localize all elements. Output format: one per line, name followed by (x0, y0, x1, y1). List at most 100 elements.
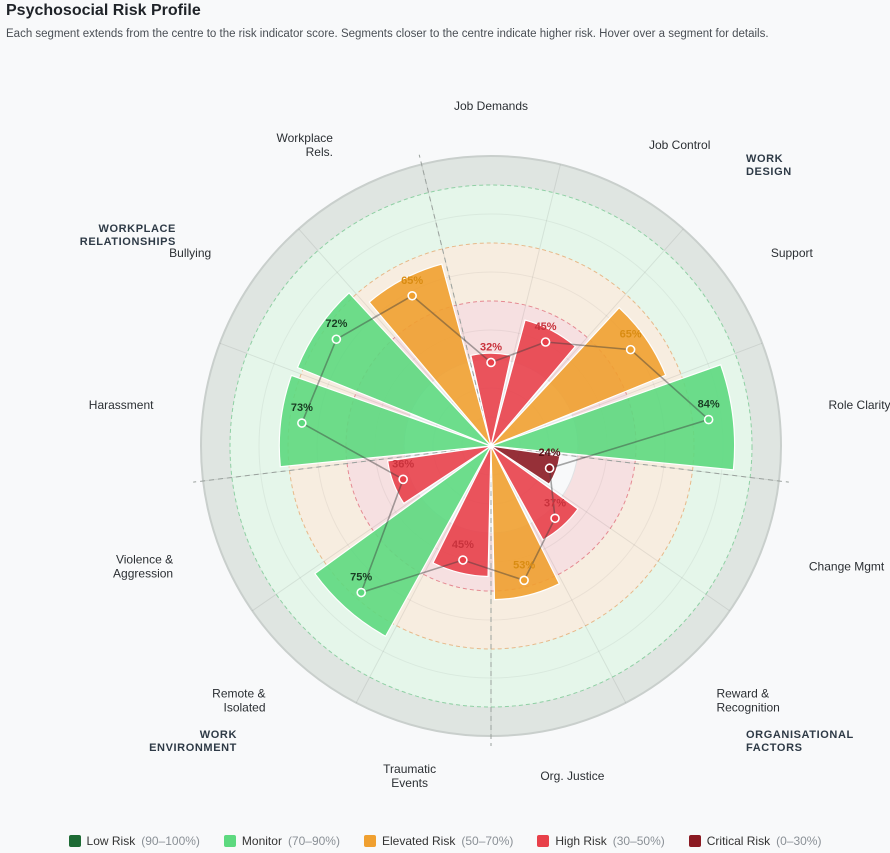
score-point[interactable] (625, 344, 636, 355)
group-divider (193, 445, 492, 483)
axis-label-line: Job Control (649, 138, 710, 152)
bar-traumatic-events[interactable] (432, 445, 492, 578)
legend-item-elevated[interactable]: Elevated Risk (50–70%) (363, 834, 514, 848)
group-label-line: ENVIRONMENT (149, 742, 237, 754)
grid-spoke (490, 445, 627, 704)
legend-item-critical[interactable]: Critical Risk (0–30%) (688, 834, 822, 848)
grid-spoke (252, 445, 492, 612)
bar-change-mgmt[interactable] (490, 445, 561, 486)
legend-label-critical: Critical Risk (706, 834, 771, 848)
axis-label-line: Aggression (113, 567, 173, 581)
axis-label: Support (771, 246, 814, 260)
score-point[interactable] (544, 463, 555, 474)
legend-swatch-monitor (223, 835, 236, 847)
legend-range-low: (90–100%) (141, 834, 200, 848)
bar-role-clarity[interactable] (490, 364, 736, 471)
group-label-line: ORGANISATIONAL (746, 729, 854, 741)
score-point[interactable] (458, 555, 468, 565)
value-label: 45% (452, 539, 474, 551)
group-label: ORGANISATIONAL FACTORS (746, 729, 854, 754)
score-point[interactable] (331, 334, 342, 345)
score-point[interactable] (356, 587, 366, 598)
group-label: WORK ENVIRONMENT (149, 729, 237, 754)
group-label-line: WORK (200, 729, 237, 741)
legend: Low Risk (90–100%) Monitor (70–90%) Elev… (0, 834, 890, 848)
axis-label-line: Change Mgmt (809, 560, 885, 574)
bar-support[interactable] (490, 306, 667, 447)
axis-label: Remote & Isolated (212, 686, 265, 714)
group-label-line: WORKPLACE (98, 223, 176, 235)
group-label: WORK DESIGN (746, 153, 792, 178)
grid-spoke (490, 164, 561, 447)
axis-label-line: Support (771, 246, 814, 260)
legend-range-elevated: (50–70%) (461, 834, 514, 848)
value-label: 72% (325, 318, 347, 330)
axis-label-line: Recognition (716, 700, 779, 714)
axis-label-line: Violence & (116, 553, 173, 567)
value-label: 32% (480, 341, 502, 353)
legend-label-monitor: Monitor (241, 834, 282, 848)
legend-range-monitor: (70–90%) (287, 834, 340, 848)
score-point[interactable] (519, 575, 529, 586)
axis-label: Traumatic Events (383, 762, 436, 790)
grid-spoke (298, 228, 492, 447)
bar-workplace-rels-[interactable] (368, 263, 492, 447)
axis-label: Bullying (169, 246, 211, 260)
legend-item-monitor[interactable]: Monitor (70–90%) (223, 834, 340, 848)
value-label: 45% (535, 321, 557, 333)
group-label-line: WORK (746, 153, 783, 165)
score-point[interactable] (297, 418, 307, 428)
value-label: 36% (392, 458, 414, 470)
axis-label-line: Traumatic (383, 762, 436, 776)
legend-item-high[interactable]: High Risk (30–50%) (537, 834, 665, 848)
legend-label-low: Low Risk (86, 834, 136, 848)
bar-job-control[interactable] (490, 319, 577, 447)
grid-spoke (355, 445, 492, 704)
score-point[interactable] (703, 414, 714, 425)
axis-label: Job Control (649, 138, 710, 152)
axis-label: Org. Justice (540, 769, 604, 783)
legend-label-high: High Risk (555, 834, 607, 848)
legend-label-elevated: Elevated Risk (381, 834, 456, 848)
grid-spoke (490, 445, 730, 612)
legend-item-low[interactable]: Low Risk (90–100%) (68, 834, 200, 848)
group-label-line: FACTORS (746, 742, 803, 754)
bar-violence-aggression[interactable] (386, 445, 492, 505)
legend-swatch-elevated (363, 835, 376, 847)
axis-label-line: Rels. (306, 145, 333, 159)
value-label: 65% (401, 275, 423, 287)
value-label: 37% (544, 497, 566, 509)
axis-label-line: Bullying (169, 246, 211, 260)
axis-label-line: Isolated (224, 700, 266, 714)
legend-swatch-low (68, 835, 81, 847)
axis-label: Change Mgmt (809, 560, 885, 574)
legend-swatch-high (537, 835, 550, 847)
axis-label-line: Events (391, 776, 428, 790)
page-title: Psychosocial Risk Profile (6, 2, 201, 19)
value-label: 75% (350, 572, 372, 584)
bar-job-demands[interactable] (470, 352, 512, 447)
axis-label-line: Org. Justice (540, 769, 604, 783)
score-point[interactable] (398, 474, 408, 485)
group-label-line: RELATIONSHIPS (80, 236, 176, 248)
score-point[interactable] (486, 357, 496, 368)
legend-range-critical: (0–30%) (776, 834, 822, 848)
bar-org-justice[interactable] (490, 445, 561, 601)
score-point[interactable] (550, 513, 560, 524)
group-label-line: DESIGN (746, 166, 792, 178)
legend-swatch-critical (688, 835, 701, 847)
bar-bullying[interactable] (296, 292, 492, 447)
score-point[interactable] (540, 337, 551, 347)
axis-label: Job Demands (454, 99, 528, 113)
axis-label: Violence & Aggression (113, 553, 173, 581)
bar-harassment[interactable] (278, 374, 492, 468)
group-divider (490, 445, 789, 483)
grid-spoke (490, 342, 763, 447)
grid-spoke (490, 228, 684, 447)
axis-label-line: Workplace (277, 131, 334, 145)
axis-label-line: Job Demands (454, 99, 528, 113)
group-label: WORKPLACE RELATIONSHIPS (80, 223, 176, 248)
score-point[interactable] (407, 290, 417, 301)
axis-label: Role Clarity (829, 398, 890, 412)
